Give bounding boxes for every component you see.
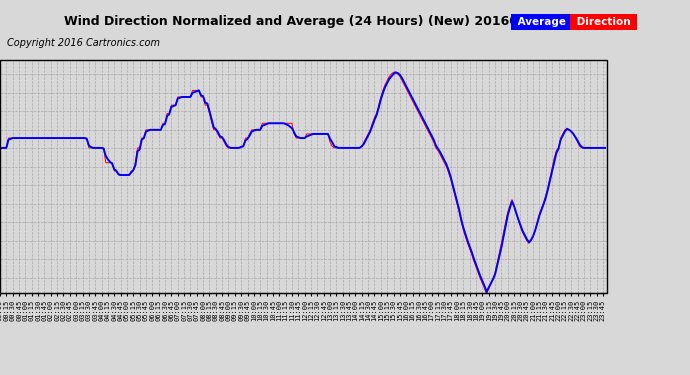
Text: Average: Average xyxy=(514,17,570,27)
Text: Copyright 2016 Cartronics.com: Copyright 2016 Cartronics.com xyxy=(7,38,160,48)
Text: Wind Direction Normalized and Average (24 Hours) (New) 20160830: Wind Direction Normalized and Average (2… xyxy=(63,15,544,28)
Text: Direction: Direction xyxy=(573,17,634,27)
